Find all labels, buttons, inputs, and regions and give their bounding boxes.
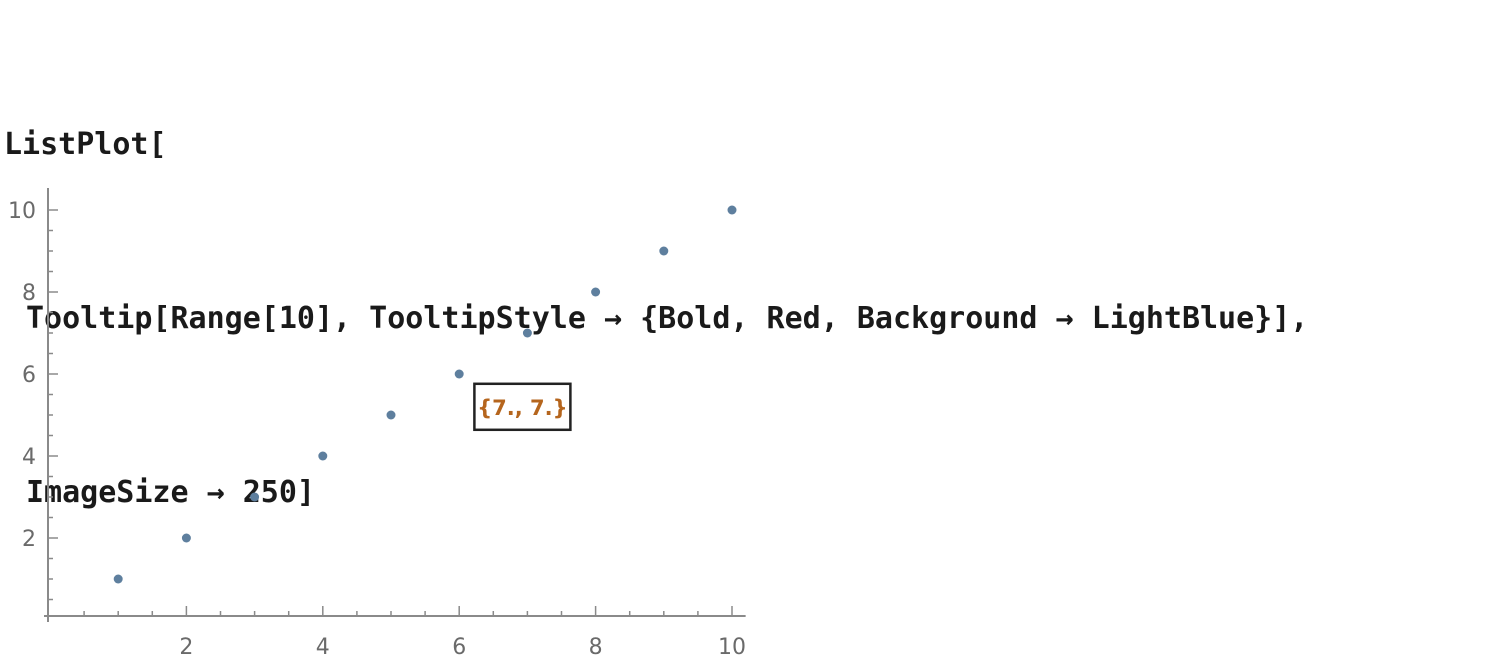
tooltip-box — [473, 382, 572, 432]
x-tick-label: 6 — [452, 635, 466, 660]
code-cell[interactable]: ListPlot[ Tooltip[Range[10], TooltipStyl… — [4, 0, 1308, 580]
data-point[interactable] — [386, 410, 396, 420]
plot-points[interactable] — [113, 205, 737, 584]
data-point[interactable] — [318, 451, 328, 461]
data-point[interactable] — [659, 246, 669, 256]
y-tick-label: 2 — [22, 527, 36, 552]
y-tick-label: 4 — [22, 445, 36, 470]
plot-axes: 2 4 6 8 10 2 4 6 8 10 — [8, 188, 746, 660]
list-plot: 2 4 6 8 10 2 4 6 8 10 {7., 7.} — [8, 188, 746, 660]
code-line-3: ImageSize → 250] — [26, 475, 315, 510]
y-tick-label: 8 — [22, 281, 36, 306]
data-point[interactable] — [522, 328, 532, 338]
data-point[interactable] — [454, 369, 464, 379]
x-tick-label: 10 — [718, 635, 746, 660]
code-line-2: Tooltip[Range[10], TooltipStyle → {Bold,… — [26, 301, 1309, 336]
x-tick-label: 2 — [179, 635, 193, 660]
code-line-1: ListPlot[ — [4, 127, 167, 162]
y-tick-label: 6 — [22, 363, 36, 388]
data-point[interactable] — [113, 574, 123, 584]
data-point[interactable] — [727, 205, 737, 215]
x-tick-label: 8 — [589, 635, 603, 660]
data-point[interactable] — [591, 287, 601, 297]
tooltip: {7., 7.} — [473, 382, 572, 432]
data-point[interactable] — [181, 533, 191, 543]
tooltip-text: {7., 7.} — [477, 396, 567, 420]
y-tick-label: 10 — [8, 199, 36, 224]
x-tick-label: 4 — [316, 635, 330, 660]
data-point[interactable] — [250, 492, 260, 502]
